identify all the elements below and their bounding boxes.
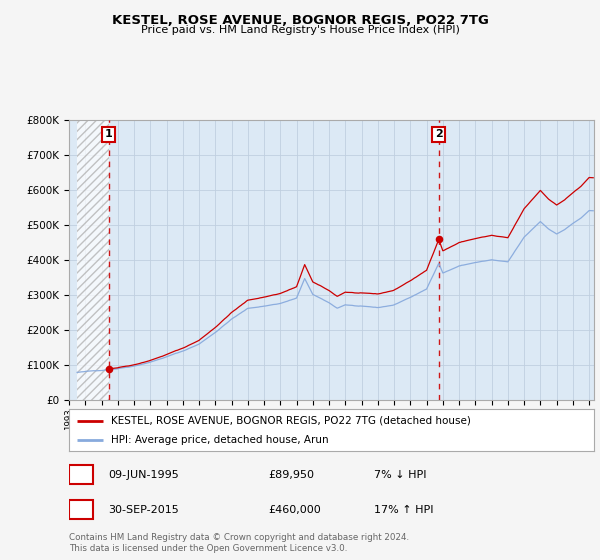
Text: 09-JUN-1995: 09-JUN-1995 <box>109 470 179 479</box>
Text: KESTEL, ROSE AVENUE, BOGNOR REGIS, PO22 7TG (detached house): KESTEL, ROSE AVENUE, BOGNOR REGIS, PO22 … <box>111 416 471 426</box>
Text: 2: 2 <box>76 503 85 516</box>
FancyBboxPatch shape <box>69 500 92 520</box>
Text: £89,950: £89,950 <box>269 470 314 479</box>
Bar <box>77 120 109 400</box>
Point <box>104 365 113 374</box>
FancyBboxPatch shape <box>69 465 92 484</box>
Text: 2: 2 <box>435 129 443 139</box>
Text: KESTEL, ROSE AVENUE, BOGNOR REGIS, PO22 7TG: KESTEL, ROSE AVENUE, BOGNOR REGIS, PO22 … <box>112 14 488 27</box>
Text: 30-SEP-2015: 30-SEP-2015 <box>109 505 179 515</box>
Point <box>434 235 443 244</box>
Text: 7% ↓ HPI: 7% ↓ HPI <box>373 470 426 479</box>
Text: Contains HM Land Registry data © Crown copyright and database right 2024.
This d: Contains HM Land Registry data © Crown c… <box>69 533 409 553</box>
Text: £460,000: £460,000 <box>269 505 321 515</box>
Text: 1: 1 <box>105 129 113 139</box>
Text: HPI: Average price, detached house, Arun: HPI: Average price, detached house, Arun <box>111 435 329 445</box>
Text: 1: 1 <box>76 468 85 481</box>
Text: Price paid vs. HM Land Registry's House Price Index (HPI): Price paid vs. HM Land Registry's House … <box>140 25 460 35</box>
Text: 17% ↑ HPI: 17% ↑ HPI <box>373 505 433 515</box>
